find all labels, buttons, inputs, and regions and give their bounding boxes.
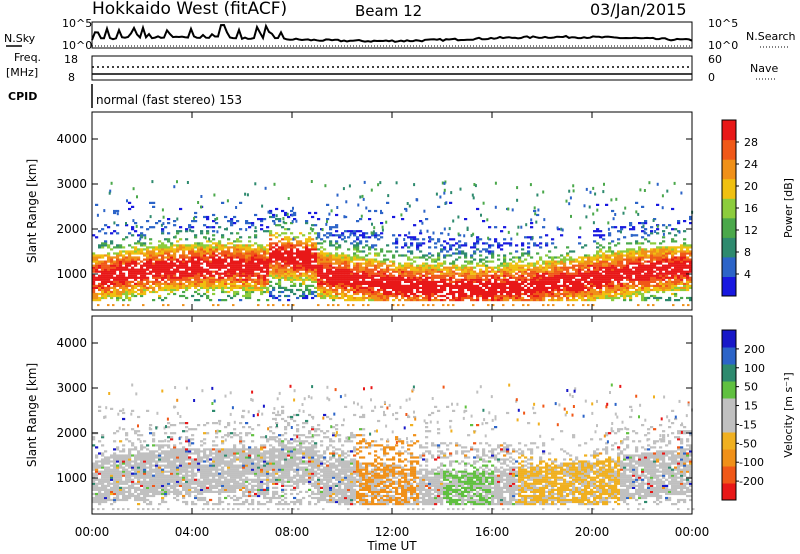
y-tick-label: 1000 xyxy=(56,471,87,485)
noise-trace xyxy=(91,23,693,47)
colorbar-swatch xyxy=(722,139,736,160)
noise-panel-frame xyxy=(91,21,693,49)
colorbar-swatch xyxy=(722,483,736,501)
cpid-label: CPID xyxy=(8,90,37,103)
colorbar-tick-label: 20 xyxy=(744,180,758,193)
colorbar-swatch xyxy=(722,178,736,199)
colorbar-swatch xyxy=(722,364,736,382)
colorbar-tick-label: 15 xyxy=(744,400,758,413)
y-tick-label: 3000 xyxy=(56,177,87,191)
colorbar-tick-label: 16 xyxy=(744,202,758,215)
colorbar-swatch xyxy=(722,330,736,348)
colorbar-frame xyxy=(721,329,737,501)
x-tick-label: 20:00 xyxy=(575,525,610,539)
colorbar-swatch xyxy=(722,381,736,399)
x-tick-label: 00:00 xyxy=(75,525,110,539)
y-tick-label: 1000 xyxy=(56,267,87,281)
nave-tick-top: 60 xyxy=(708,53,722,66)
nave-label: Nave xyxy=(750,62,778,75)
colorbar-swatch xyxy=(722,159,736,180)
mode-label: normal (fast stereo) 153 xyxy=(96,93,242,107)
colorbar-tick-label: -200 xyxy=(739,475,764,488)
colorbar-swatch xyxy=(722,217,736,238)
x-tick-label: 04:00 xyxy=(175,525,210,539)
nsearch-label: N.Search xyxy=(746,30,796,43)
x-axis-label: Time UT xyxy=(366,539,417,553)
y-tick-label: 2000 xyxy=(56,222,87,236)
y-axis-label: Slant Range [km] xyxy=(25,363,39,467)
date-label: 03/Jan/2015 xyxy=(590,0,687,19)
colorbar-tick-label: 200 xyxy=(744,343,765,356)
y-tick-label: 4000 xyxy=(56,336,87,350)
freq-unit-label: [MHz] xyxy=(6,66,38,79)
scatter-field xyxy=(92,180,694,307)
noise-tick-top-right: 10^5 xyxy=(708,17,738,30)
y-tick-label: 2000 xyxy=(56,426,87,440)
colorbar-tick-label: 28 xyxy=(744,136,758,149)
colorbar-swatch xyxy=(722,347,736,365)
velocity-panel: 00:00 04:00 08:00 12:00 16:00 20:00 00:00 Time … xyxy=(25,315,795,553)
colorbar-tick-label: -100 xyxy=(739,456,764,469)
colorbar-tick-label: 8 xyxy=(744,246,751,259)
noise-tick-bottom-left: 10^0 xyxy=(62,39,92,52)
colorbar-label: Velocity [m s⁻¹] xyxy=(782,372,795,457)
colorbar-tick-label: -15 xyxy=(739,418,757,431)
y-tick-label: 4000 xyxy=(56,132,87,146)
colorbar-swatch xyxy=(722,449,736,467)
colorbar-tick-label: -50 xyxy=(739,437,757,450)
colorbar: 4 8 12 16 20 24 28 Power [dB] xyxy=(721,119,795,297)
colorbar-swatch xyxy=(722,256,736,277)
freq-tick-bottom: 8 xyxy=(68,71,75,84)
colorbar-tick-label: 50 xyxy=(744,381,758,394)
x-tick-label: 12:00 xyxy=(375,525,410,539)
nave-tick-bottom: 0 xyxy=(708,71,715,84)
colorbar-tick-label: 12 xyxy=(744,224,758,237)
colorbar-swatch xyxy=(722,276,736,297)
x-tick-label: 16:00 xyxy=(475,525,510,539)
x-tick-label: 08:00 xyxy=(275,525,310,539)
colorbar-swatch xyxy=(722,398,736,416)
freq-tick-top: 18 xyxy=(64,53,78,66)
colorbar-swatch xyxy=(722,432,736,450)
y-tick-label: 3000 xyxy=(56,381,87,395)
freq-panel-frame xyxy=(91,55,693,81)
nsky-label: N.Sky xyxy=(4,32,36,45)
y-axis-label: Slant Range [km] xyxy=(25,159,39,263)
colorbar-tick-label: 4 xyxy=(744,268,751,281)
colorbar-tick-label: 100 xyxy=(744,362,765,375)
beam-label: Beam 12 xyxy=(355,2,422,20)
colorbar-swatch xyxy=(722,237,736,258)
nsky-trace-path xyxy=(91,23,693,43)
colorbar: -200 -100 -50 -15 15 50 100 200 Velocity [m s⁻¹] xyxy=(721,329,795,501)
colorbar-swatch xyxy=(722,415,736,433)
x-tick-label: 00:00 xyxy=(675,525,710,539)
scatter-field xyxy=(92,383,695,511)
colorbar-label: Power [dB] xyxy=(782,178,795,238)
colorbar-swatch xyxy=(722,120,736,141)
colorbar-swatch xyxy=(722,198,736,219)
noise-tick-bottom-right: 10^0 xyxy=(708,39,738,52)
plot-title: Hokkaido West (fitACF) xyxy=(92,0,287,19)
freq-label: Freq. xyxy=(14,51,41,64)
colorbar-swatch xyxy=(722,466,736,484)
power-panel: 1000 2000 3000 4000 Slant Range [km] 4 8 12 16 20… xyxy=(25,111,795,311)
colorbar-tick-label: 24 xyxy=(744,158,758,171)
noise-tick-top-left: 10^5 xyxy=(62,17,92,30)
